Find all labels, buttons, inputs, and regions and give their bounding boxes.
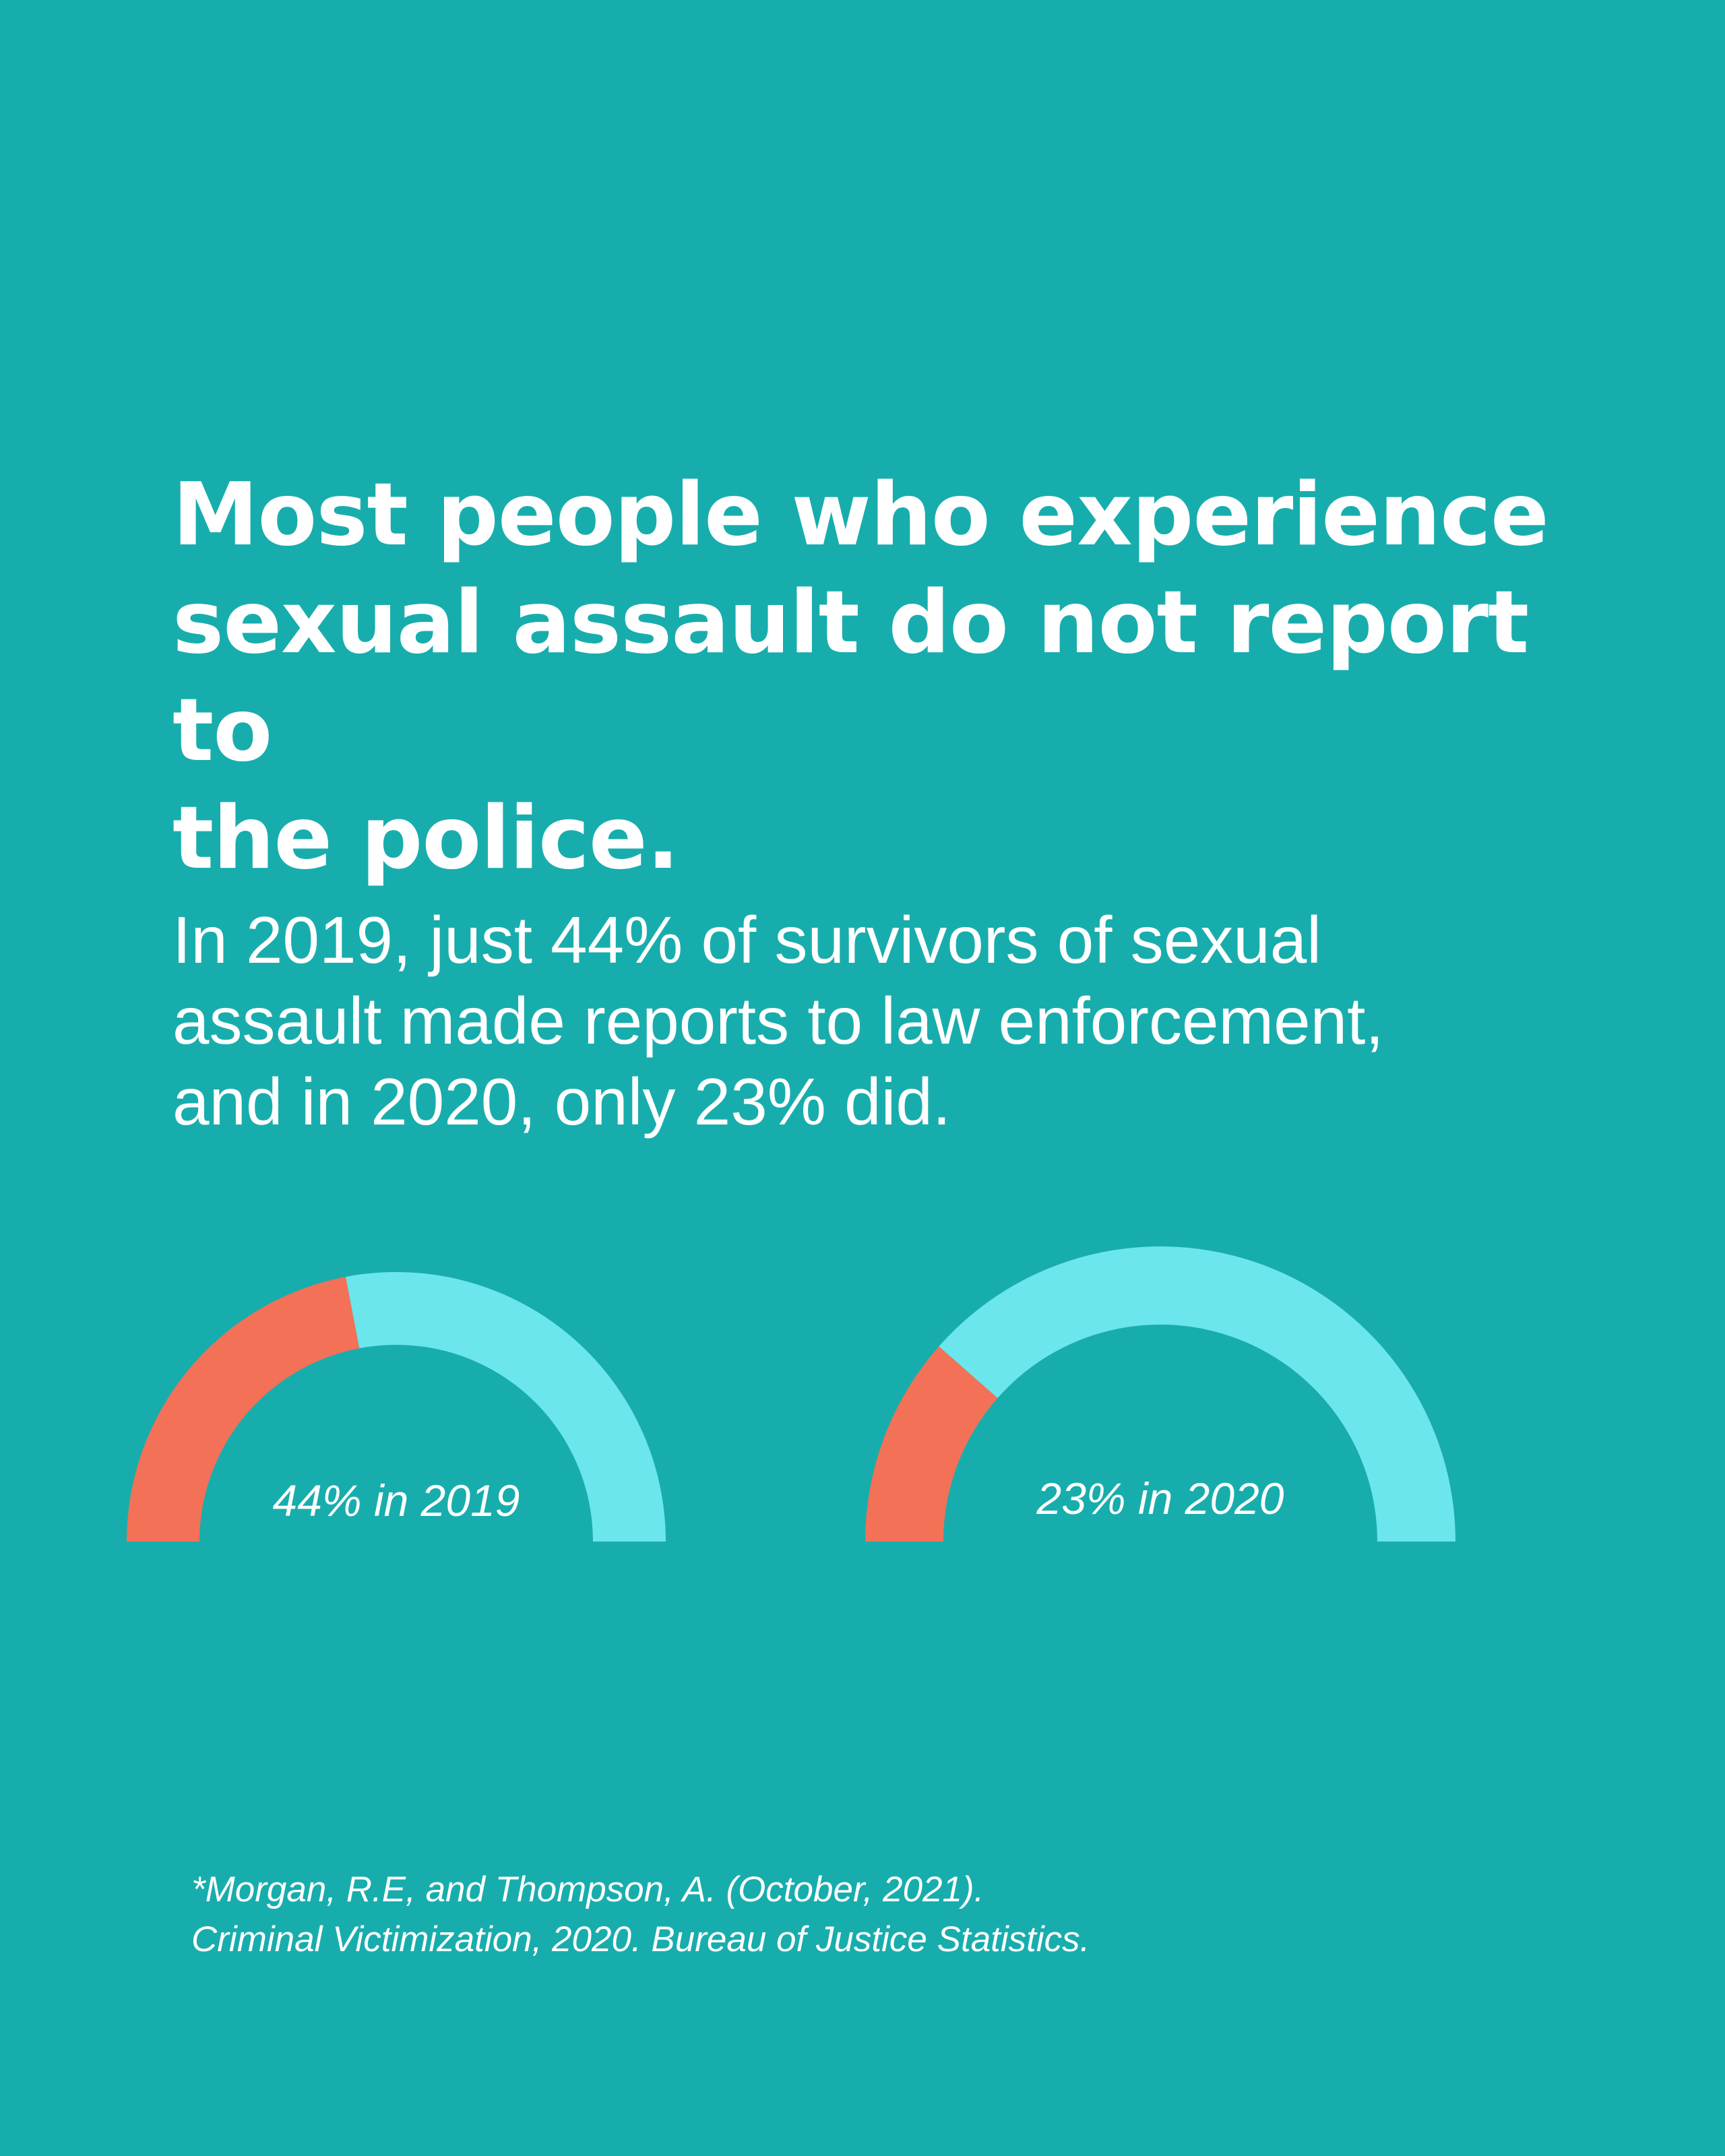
headline-line-3: the police.: [172, 788, 679, 889]
subtext-line-1: In 2019, just 44% of survivors of sexual: [172, 903, 1321, 977]
citation: *Morgan, R.E, and Thompson, A. (October,…: [191, 1865, 1606, 1965]
gauge-slice-reported: [865, 1346, 998, 1542]
citation-line-2: Criminal Victimization, 2020. Bureau of …: [191, 1920, 1090, 1959]
headline-line-1: Most people who experience: [172, 465, 1549, 565]
headline-line-2: sexual assault do not report to: [172, 573, 1529, 781]
gauge-2019: 44% in 2019: [127, 1271, 666, 1542]
headline: Most people who experience sexual assaul…: [172, 462, 1641, 893]
gauge-label: 23% in 2020: [1036, 1473, 1284, 1523]
subtext-line-2: assault made reports to law enforcement,: [172, 984, 1384, 1058]
gauge-slice-reported: [127, 1277, 360, 1542]
gauge-label: 44% in 2019: [273, 1476, 520, 1525]
gauge-slice-not-reported: [346, 1271, 666, 1542]
subtext-line-3: and in 2020, only 23% did.: [172, 1065, 951, 1139]
subtext: In 2019, just 44% of survivors of sexual…: [172, 899, 1655, 1142]
gauge-slice-not-reported: [939, 1246, 1455, 1542]
citation-line-1: *Morgan, R.E, and Thompson, A. (October,…: [191, 1870, 984, 1909]
gauge-2020: 23% in 2020: [865, 1246, 1455, 1542]
